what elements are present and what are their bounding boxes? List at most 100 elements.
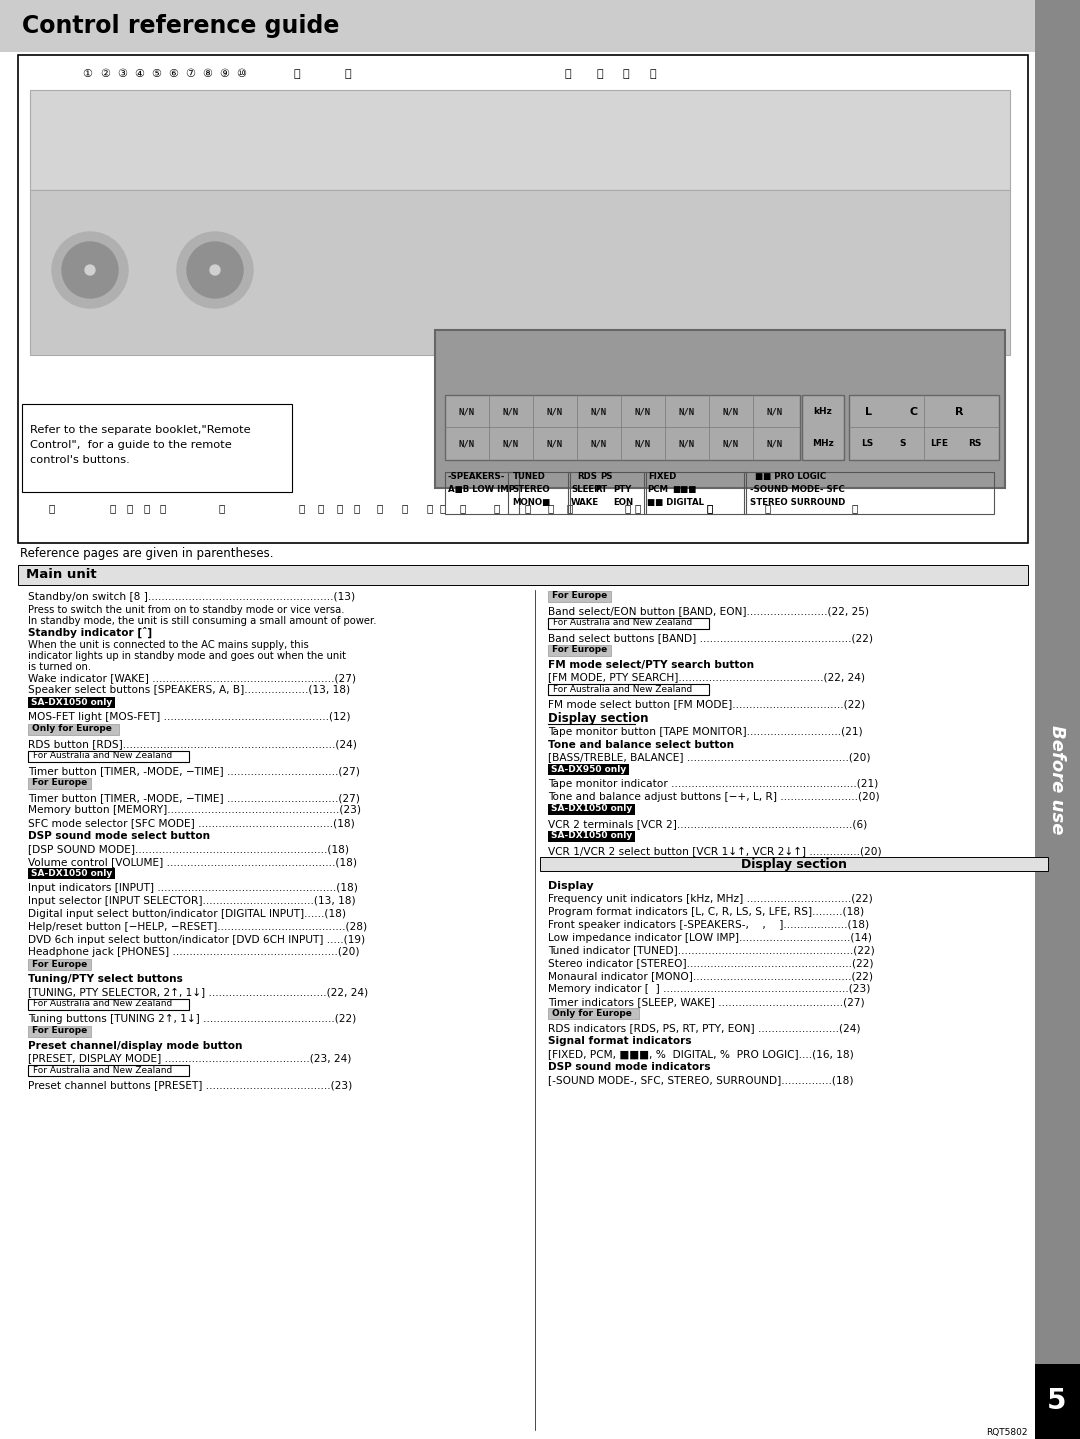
Text: LS: LS [861,439,873,449]
Text: ㉖: ㉖ [354,504,360,512]
Text: For Europe: For Europe [32,1026,87,1035]
Text: ㉚: ㉚ [625,504,631,512]
Bar [540,858,1048,872]
Text: R: R [955,407,963,417]
Text: Stereo indicator [STEREO].................................................(22): Stereo indicator [STEREO]...............… [548,958,874,968]
Text: [BASS/TREBLE, BALANCE] ................................................(20): [BASS/TREBLE, BALANCE] .................… [548,753,870,763]
Text: [FM MODE, PTY SEARCH]...........................................(22, 24): [FM MODE, PTY SEARCH]...................… [548,672,865,682]
Text: Tuning/PTY select buttons: Tuning/PTY select buttons [28,974,183,984]
Text: SFC mode selector [SFC MODE] ........................................(18): SFC mode selector [SFC MODE] ...........… [28,819,354,829]
Bar [30,190,1010,355]
Text: ㊶: ㊶ [852,504,859,512]
Text: ㉛: ㉛ [707,504,713,512]
Text: ⑧: ⑧ [202,69,212,79]
Text: ⑨: ⑨ [219,69,229,79]
Text: SA-DX1050 only: SA-DX1050 only [31,698,112,707]
Text: DVD 6ch input select button/indicator [DVD 6CH INPUT] .....(19): DVD 6ch input select button/indicator [D… [28,934,365,944]
Bar [548,804,635,814]
Text: Only for Europe: Only for Europe [552,1009,632,1017]
Text: For Australia and New Zealand: For Australia and New Zealand [33,999,172,1009]
Bar [548,645,611,656]
Text: N/N: N/N [503,407,519,416]
Text: ㉘: ㉘ [494,504,500,512]
Text: Reference pages are given in parentheses.: Reference pages are given in parentheses… [21,547,273,560]
Text: Press to switch the unit from on to standby mode or vice versa.: Press to switch the unit from on to stan… [28,604,345,614]
Bar [568,472,646,514]
Text: VCR 1/VCR 2 select button [VCR 1↓↑, VCR 2↓↑] ...............(20): VCR 1/VCR 2 select button [VCR 1↓↑, VCR … [548,846,881,856]
Text: Program format indicators [L, C, R, LS, S, LFE, RS].........(18): Program format indicators [L, C, R, LS, … [548,907,864,917]
Bar [28,777,91,789]
Text: SA-DX950 only: SA-DX950 only [551,764,626,774]
Text: ㉜: ㉜ [377,504,383,512]
Text: N/N: N/N [503,439,519,449]
Text: indicator lights up in standby mode and goes out when the unit: indicator lights up in standby mode and … [28,650,346,661]
Text: Digital input select button/indicator [DIGITAL INPUT]......(18): Digital input select button/indicator [D… [28,909,346,920]
Text: N/N: N/N [723,439,739,449]
Text: TUNED: TUNED [513,472,545,481]
Text: Tone and balance select button: Tone and balance select button [548,740,734,750]
Bar [548,830,635,842]
Bar [18,566,1028,586]
Text: A■B LOW IMP: A■B LOW IMP [448,485,515,494]
Bar [548,684,708,695]
Text: Input indicators [INPUT] .....................................................(1: Input indicators [INPUT] ...............… [28,884,357,894]
Text: ■■ DIGITAL: ■■ DIGITAL [647,498,704,507]
Text: N/N: N/N [767,407,783,416]
Text: MHz: MHz [812,439,834,449]
Text: N/N: N/N [679,407,696,416]
Bar [548,1009,638,1019]
Circle shape [85,265,95,275]
Text: STEREO SURROUND: STEREO SURROUND [750,498,846,507]
Text: N/N: N/N [635,407,651,416]
Text: ㊴: ㊴ [707,504,713,512]
Bar [28,960,91,970]
Text: FM mode select button [FM MODE].................................(22): FM mode select button [FM MODE].........… [548,699,865,709]
Text: ■■ PRO LOGIC: ■■ PRO LOGIC [755,472,826,481]
Text: RDS: RDS [577,472,597,481]
Text: Timer button [TIMER, -MODE, −TIME] .................................(27): Timer button [TIMER, -MODE, −TIME] .....… [28,766,360,776]
Text: Wake indicator [WAKE] ......................................................(27): Wake indicator [WAKE] ..................… [28,672,356,682]
Text: Only for Europe: Only for Europe [32,724,112,734]
Text: N/N: N/N [459,407,475,416]
Text: Before use: Before use [1048,725,1066,835]
Text: PTY: PTY [613,485,632,494]
Text: ⑯: ⑯ [650,69,657,79]
Text: [FIXED, PCM, ■■■, %  DIGITAL, %  PRO LOGIC]....(16, 18): [FIXED, PCM, ■■■, % DIGITAL, % PRO LOGIC… [548,1049,854,1059]
Text: RS: RS [969,439,982,449]
Text: N/N: N/N [591,407,607,416]
Text: Preset channel/display mode button: Preset channel/display mode button [28,1040,243,1050]
Text: N/N: N/N [635,439,651,449]
Text: DSP sound mode select button: DSP sound mode select button [28,830,211,840]
Bar [22,404,292,492]
Text: Memory indicator [  ] .......................................................(23: Memory indicator [ ] ...................… [548,984,870,994]
Text: [-SOUND MODE-, SFC, STEREO, SURROUND]...............(18): [-SOUND MODE-, SFC, STEREO, SURROUND]...… [548,1075,853,1085]
Bar [18,55,1028,543]
Text: N/N: N/N [723,407,739,416]
Text: N/N: N/N [767,439,783,449]
Text: When the unit is connected to the AC mains supply, this: When the unit is connected to the AC mai… [28,639,309,649]
Text: Frequency unit indicators [kHz, MHz] ...............................(22): Frequency unit indicators [kHz, MHz] ...… [548,894,873,904]
Bar [28,868,116,879]
Circle shape [210,265,220,275]
Text: ①: ① [82,69,92,79]
Text: Preset channel buttons [PRESET] .....................................(23): Preset channel buttons [PRESET] ........… [28,1081,352,1091]
Text: -SPEAKERS-: -SPEAKERS- [448,472,505,481]
Text: ㊳: ㊳ [635,504,642,512]
Bar [28,698,116,708]
Text: ㉞: ㉞ [440,504,446,512]
Text: -SOUND MODE- SFC: -SOUND MODE- SFC [750,485,845,494]
Text: ⑫: ⑫ [345,69,351,79]
Text: ■■■: ■■■ [672,485,697,494]
Text: ㉙: ㉙ [548,504,554,512]
Text: MOS-FET light [MOS-FET] .................................................(12): MOS-FET light [MOS-FET] ................… [28,712,351,722]
Text: Tuning buttons [TUNING 2↑, 1↓] .......................................(22): Tuning buttons [TUNING 2↑, 1↓] .........… [28,1014,356,1025]
Text: Front speaker indicators [-SPEAKERS-,    ,    ]...................(18): Front speaker indicators [-SPEAKERS-, , … [548,920,869,930]
Bar [30,91,1010,190]
Text: For Europe: For Europe [552,591,607,600]
Text: In standby mode, the unit is still consuming a small amount of power.: In standby mode, the unit is still consu… [28,616,377,626]
Bar [445,472,519,514]
Text: Control reference guide: Control reference guide [22,14,339,37]
Text: ⑥: ⑥ [168,69,178,79]
Text: Input selector [INPUT SELECTOR].................................(13, 18): Input selector [INPUT SELECTOR].........… [28,896,355,907]
Text: RDS indicators [RDS, PS, RT, PTY, EON] ........................(24): RDS indicators [RDS, PS, RT, PTY, EON] .… [548,1023,861,1033]
